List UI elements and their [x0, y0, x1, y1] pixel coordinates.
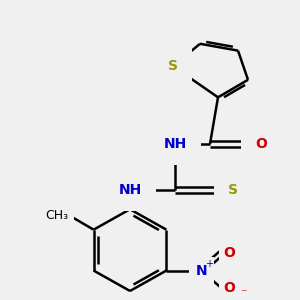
Text: S: S: [168, 59, 178, 73]
Text: NH: NH: [164, 137, 187, 151]
Text: +: +: [206, 259, 213, 269]
Text: O: O: [255, 137, 267, 151]
Text: N: N: [196, 263, 207, 278]
Text: O: O: [224, 246, 235, 260]
Text: NH: NH: [118, 183, 142, 197]
Text: CH₃: CH₃: [45, 208, 68, 222]
Text: O: O: [224, 281, 235, 295]
Text: S: S: [228, 183, 238, 197]
Text: ⁻: ⁻: [240, 287, 247, 300]
